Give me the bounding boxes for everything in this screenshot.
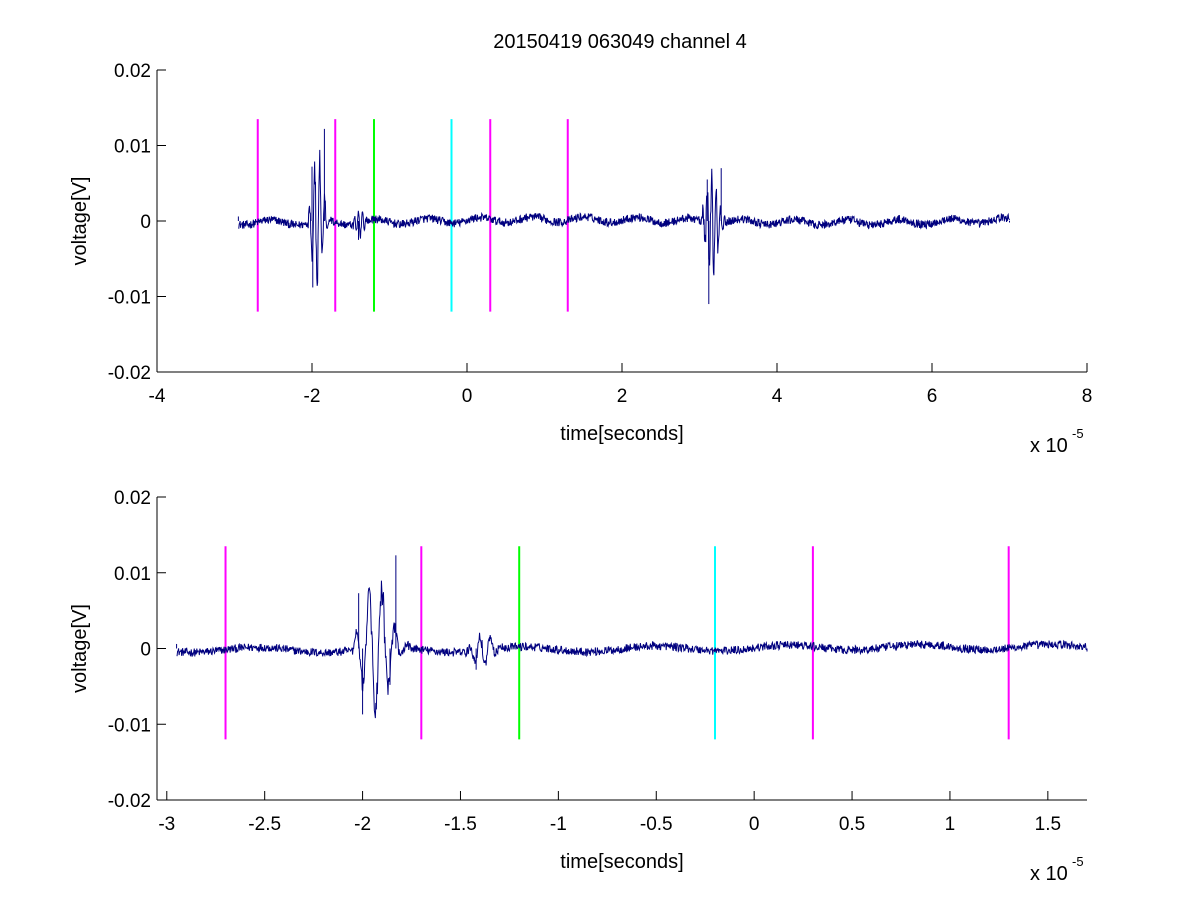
x-tick-label: -2 bbox=[354, 814, 371, 835]
x-tick-label: -3 bbox=[158, 814, 175, 835]
y-tick-label: 0 bbox=[140, 640, 151, 661]
x-tick-label: 2 bbox=[617, 386, 628, 407]
x-tick-label: 4 bbox=[772, 386, 783, 407]
x-exponent-label: x 10 bbox=[1030, 435, 1068, 457]
x-tick-label: -4 bbox=[149, 386, 166, 407]
x-exponent-power: -5 bbox=[1072, 426, 1084, 441]
chart-title: 20150419 063049 channel 4 bbox=[493, 31, 747, 53]
bottom-plot: -3 -2.5 -2 -1.5 -1 -0.5 0 0.5 1 1.5 0.02 0.01 0 -0.01… bbox=[69, 488, 1088, 885]
x-exponent-power: -5 bbox=[1072, 854, 1084, 869]
x-tick-label: 0 bbox=[462, 386, 473, 407]
y-tick-label: 0.02 bbox=[114, 488, 151, 509]
x-tick-label: -1 bbox=[550, 814, 567, 835]
x-tick-label: -2.5 bbox=[248, 814, 281, 835]
y-tick-label: 0.02 bbox=[114, 61, 151, 82]
y-axis-label: voltage[V] bbox=[69, 604, 91, 693]
x-tick-label: 6 bbox=[927, 386, 938, 407]
x-tick-label: 8 bbox=[1082, 386, 1093, 407]
x-tick-label: -2 bbox=[304, 386, 321, 407]
y-tick-label: -0.02 bbox=[108, 791, 151, 812]
x-exponent-label: x 10 bbox=[1030, 863, 1068, 885]
y-axis-label: voltage[V] bbox=[69, 177, 91, 266]
top-plot: -4 -2 0 2 4 6 8 0.02 0.01 0 -0.01 -0.02 time[seconds… bbox=[69, 61, 1092, 457]
x-tick-label: -0.5 bbox=[640, 814, 673, 835]
x-axis-label: time[seconds] bbox=[560, 851, 683, 873]
x-tick-label: 0.5 bbox=[839, 814, 865, 835]
y-tick-label: 0.01 bbox=[114, 564, 151, 585]
y-tick-label: 0.01 bbox=[114, 137, 151, 158]
x-tick-label: 1.5 bbox=[1035, 814, 1061, 835]
signal-trace bbox=[238, 149, 1010, 286]
x-tick-label: 0 bbox=[749, 814, 760, 835]
x-tick-label: -1.5 bbox=[444, 814, 477, 835]
y-tick-label: 0 bbox=[140, 212, 151, 233]
x-axis-label: time[seconds] bbox=[560, 423, 683, 445]
y-tick-label: -0.02 bbox=[108, 363, 151, 384]
y-tick-label: -0.01 bbox=[108, 288, 151, 309]
x-tick-label: 1 bbox=[945, 814, 956, 835]
signal-trace bbox=[176, 580, 1087, 719]
y-tick-label: -0.01 bbox=[108, 715, 151, 736]
